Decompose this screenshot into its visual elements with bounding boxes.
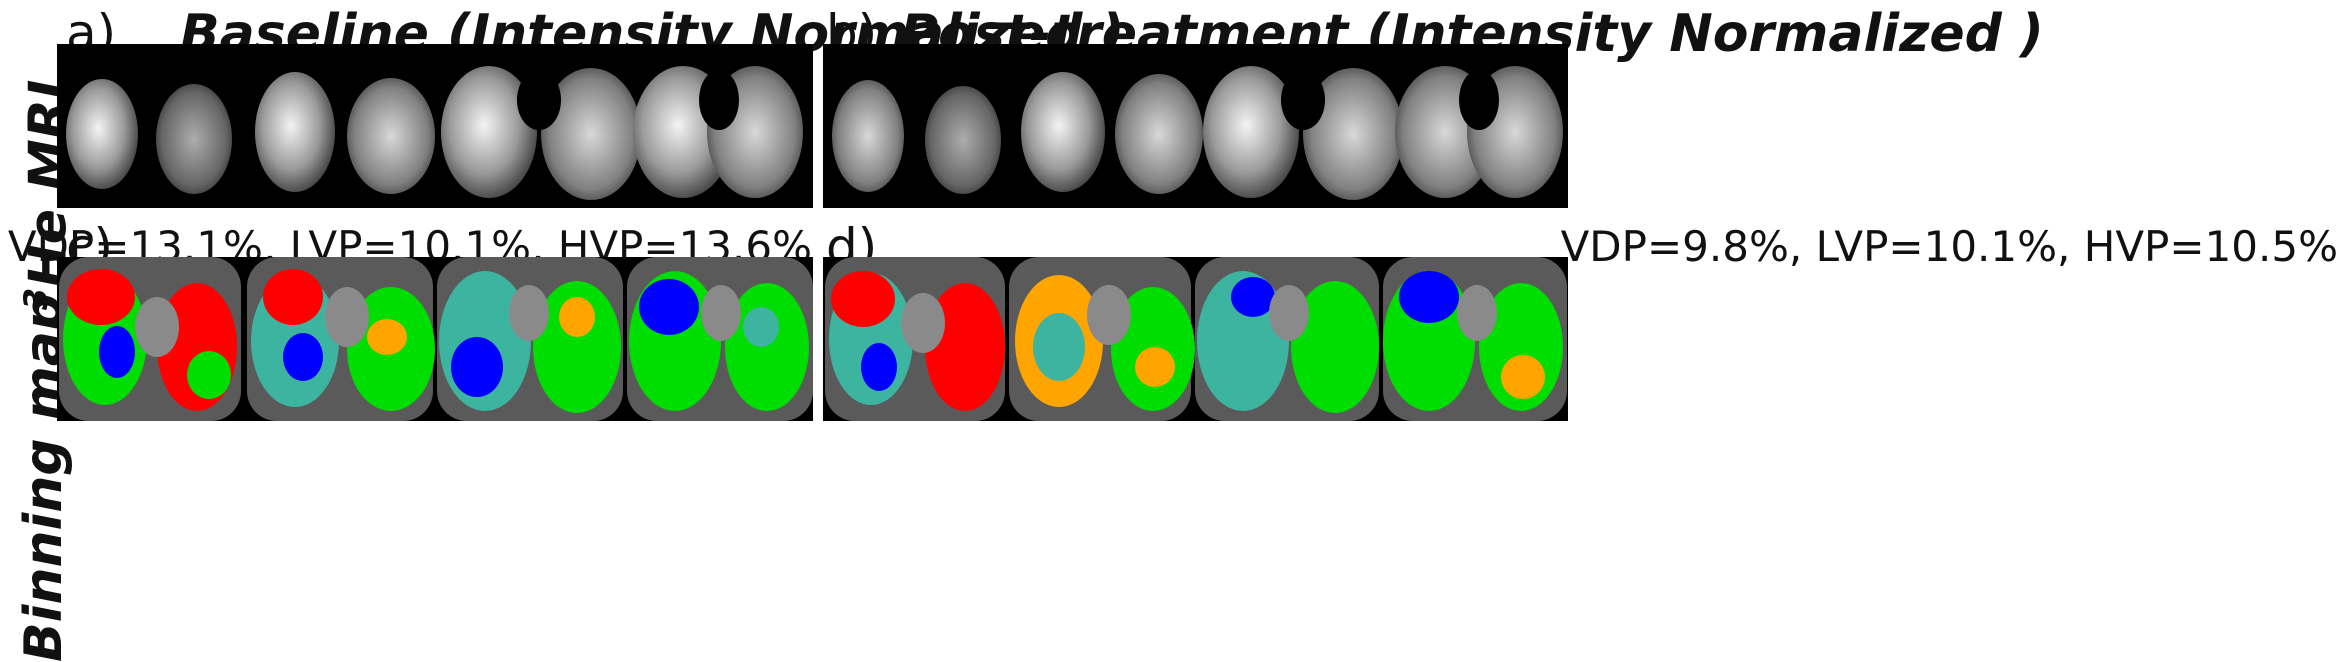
panel-d-image <box>823 257 1568 421</box>
lung-slice-1 <box>66 79 232 194</box>
binning-slice-3 <box>1195 257 1379 421</box>
binning-slice-4 <box>627 257 813 421</box>
lung-slice-3 <box>1203 66 1403 200</box>
panel-d-stats: VDP=9.8%, LVP=10.1%, HVP=10.5% <box>1560 222 2338 271</box>
panel-b-image <box>823 44 1568 208</box>
binning-slice-4 <box>1383 257 1567 421</box>
binning-slice-2 <box>1009 257 1195 421</box>
lung-slice-1 <box>832 80 1001 194</box>
panel-c-image <box>57 257 813 421</box>
binning-slice-1 <box>825 257 1005 421</box>
binning-slice-1 <box>59 257 241 421</box>
lung-slice-4 <box>1395 66 1563 198</box>
lung-slice-2 <box>255 72 435 194</box>
panel-a-image <box>57 44 813 208</box>
lung-slice-3 <box>441 66 641 200</box>
binning-slice-2 <box>247 257 435 421</box>
lung-slice-2 <box>1021 72 1203 194</box>
lung-slice-4 <box>633 66 803 198</box>
binning-slice-3 <box>437 257 623 421</box>
